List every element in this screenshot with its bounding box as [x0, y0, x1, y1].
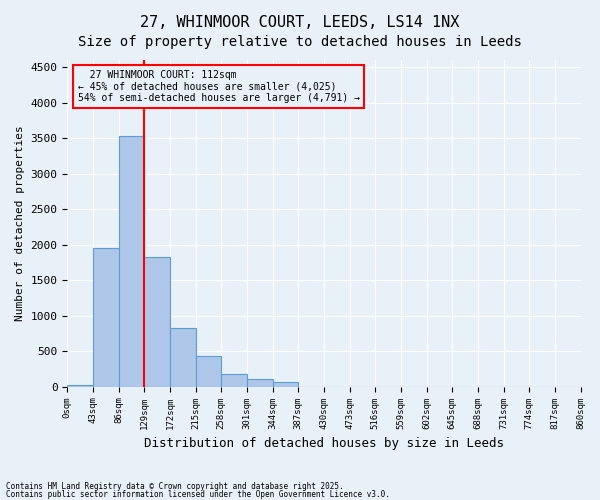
Text: 27, WHINMOOR COURT, LEEDS, LS14 1NX: 27, WHINMOOR COURT, LEEDS, LS14 1NX: [140, 15, 460, 30]
X-axis label: Distribution of detached houses by size in Leeds: Distribution of detached houses by size …: [144, 437, 504, 450]
Text: Size of property relative to detached houses in Leeds: Size of property relative to detached ho…: [78, 35, 522, 49]
Bar: [144, 258, 170, 386]
Bar: [170, 328, 196, 386]
Text: 27 WHINMOOR COURT: 112sqm
← 45% of detached houses are smaller (4,025)
54% of se: 27 WHINMOOR COURT: 112sqm ← 45% of detac…: [77, 70, 359, 103]
Bar: [67, 384, 93, 386]
Bar: [119, 136, 144, 386]
Bar: [247, 378, 272, 386]
Text: Contains public sector information licensed under the Open Government Licence v3: Contains public sector information licen…: [6, 490, 390, 499]
Y-axis label: Number of detached properties: Number of detached properties: [15, 126, 25, 321]
Bar: [196, 356, 221, 386]
Bar: [93, 248, 119, 386]
Bar: [272, 382, 298, 386]
Bar: [221, 374, 247, 386]
Text: Contains HM Land Registry data © Crown copyright and database right 2025.: Contains HM Land Registry data © Crown c…: [6, 482, 344, 491]
